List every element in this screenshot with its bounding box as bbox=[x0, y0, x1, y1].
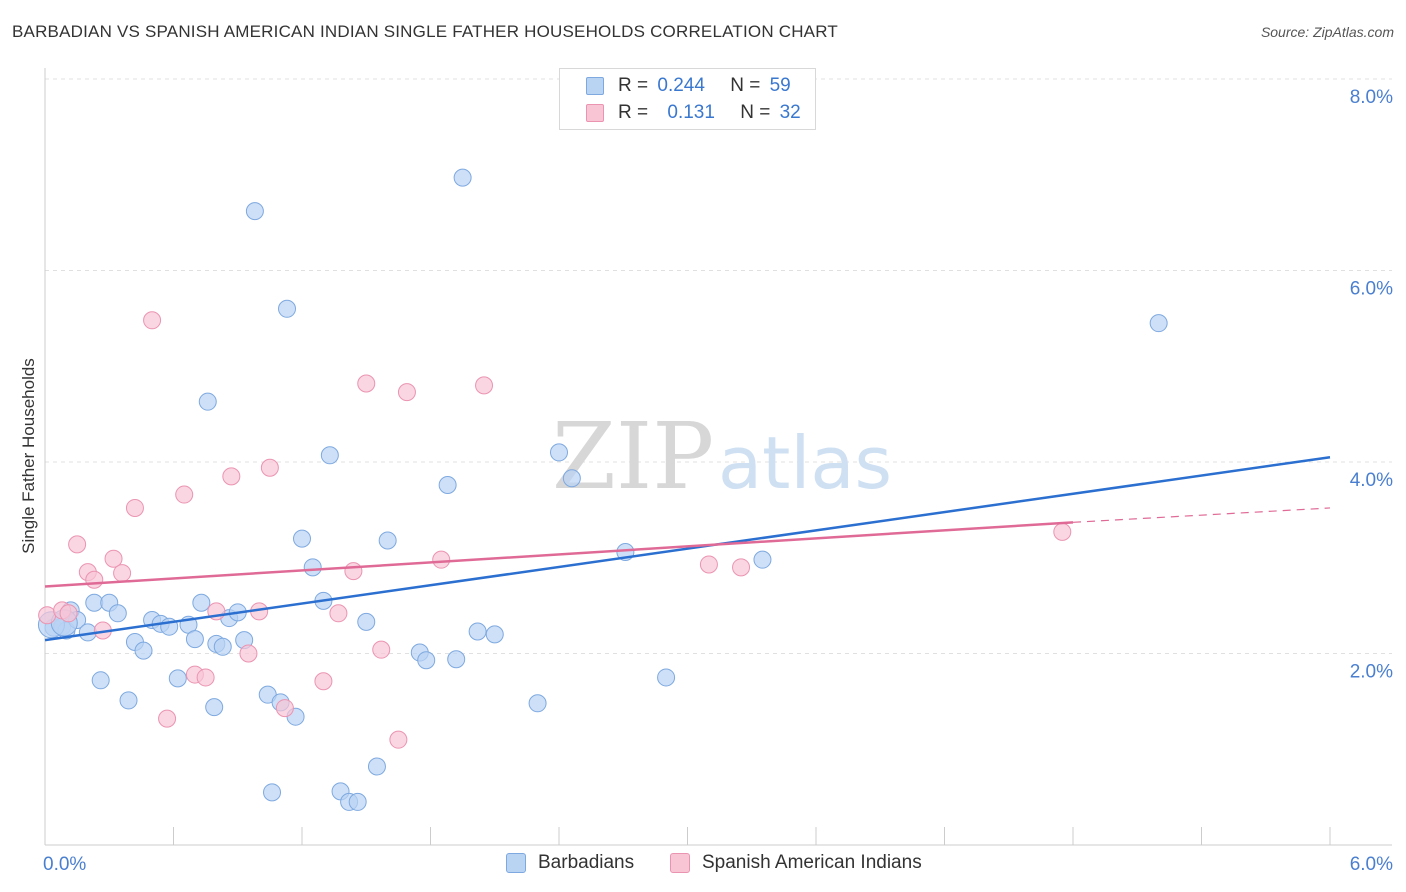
trend-lines bbox=[44, 455, 1331, 642]
data-point-spanish-american-indians bbox=[38, 606, 57, 625]
trendline-spanish-american-indians-extension bbox=[1072, 507, 1331, 523]
legend-swatch-blue bbox=[586, 77, 604, 95]
data-point-spanish-american-indians bbox=[389, 730, 408, 749]
legend-r-value: 0.244 bbox=[657, 75, 705, 96]
data-point-spanish-american-indians bbox=[196, 668, 215, 687]
data-point-spanish-american-indians bbox=[143, 311, 162, 330]
data-point-barbadians bbox=[485, 625, 504, 644]
data-point-spanish-american-indians bbox=[85, 570, 104, 589]
bottom-legend-label: Spanish American Indians bbox=[702, 852, 922, 873]
bottom-legend-swatch-pink bbox=[670, 853, 690, 873]
watermark-atlas: atlas bbox=[718, 421, 892, 505]
data-point-spanish-american-indians bbox=[397, 383, 416, 402]
chart-source: Source: ZipAtlas.com bbox=[1260, 24, 1394, 40]
legend-n-label: N = bbox=[730, 75, 761, 96]
data-point-barbadians bbox=[367, 757, 386, 776]
legend-r-label: R = bbox=[618, 102, 649, 123]
data-point-spanish-american-indians bbox=[275, 699, 294, 718]
data-point-barbadians bbox=[119, 691, 138, 710]
data-point-spanish-american-indians bbox=[372, 640, 391, 659]
data-point-spanish-american-indians bbox=[260, 458, 279, 477]
data-point-spanish-american-indians bbox=[699, 555, 718, 574]
y-tick-label: 8.0% bbox=[1350, 87, 1393, 108]
y-tick-label: 2.0% bbox=[1350, 662, 1393, 683]
data-point-spanish-american-indians bbox=[357, 374, 376, 393]
data-point-spanish-american-indians bbox=[222, 467, 241, 486]
data-point-barbadians bbox=[1149, 314, 1168, 333]
data-point-spanish-american-indians bbox=[68, 535, 87, 554]
data-point-barbadians bbox=[205, 698, 224, 717]
data-point-spanish-american-indians bbox=[175, 485, 194, 504]
data-point-barbadians bbox=[417, 651, 436, 670]
y-tick-label: 4.0% bbox=[1350, 470, 1393, 491]
data-point-barbadians bbox=[453, 168, 472, 187]
data-point-barbadians bbox=[753, 550, 772, 569]
legend-swatch-pink bbox=[586, 104, 604, 122]
data-point-spanish-american-indians bbox=[59, 604, 78, 623]
data-point-barbadians bbox=[447, 650, 466, 669]
data-point-barbadians bbox=[192, 593, 211, 612]
data-point-spanish-american-indians bbox=[1053, 522, 1072, 541]
x-tick-label-max: 6.0% bbox=[1350, 854, 1393, 875]
data-point-spanish-american-indians bbox=[158, 709, 177, 728]
data-point-spanish-american-indians bbox=[104, 549, 123, 568]
data-point-spanish-american-indians bbox=[113, 564, 132, 583]
trendline-spanish-american-indians bbox=[44, 521, 1074, 588]
grid-lines bbox=[45, 78, 1392, 654]
data-point-barbadians bbox=[293, 529, 311, 548]
axes bbox=[44, 68, 1392, 846]
tick-labels: 2.0% 4.0% 6.0% 8.0% 0.0% 6.0% bbox=[43, 87, 1393, 875]
data-point-barbadians bbox=[213, 637, 232, 656]
data-point-spanish-american-indians bbox=[329, 604, 348, 623]
data-point-barbadians bbox=[320, 446, 339, 465]
data-point-barbadians bbox=[263, 783, 282, 802]
data-point-spanish-american-indians bbox=[432, 550, 451, 569]
data-point-barbadians bbox=[303, 558, 322, 577]
data-point-barbadians bbox=[185, 630, 204, 649]
data-point-spanish-american-indians bbox=[239, 644, 258, 663]
y-tick-label: 6.0% bbox=[1350, 279, 1393, 300]
data-point-barbadians bbox=[468, 622, 487, 641]
legend-r-label: R = bbox=[618, 75, 649, 96]
data-point-barbadians bbox=[198, 392, 217, 411]
chart-title: BARBADIAN VS SPANISH AMERICAN INDIAN SIN… bbox=[12, 22, 838, 41]
data-point-barbadians bbox=[91, 671, 110, 690]
data-point-barbadians bbox=[108, 604, 127, 623]
data-point-barbadians bbox=[134, 641, 153, 660]
watermark: ZIP atlas bbox=[552, 403, 892, 510]
data-point-barbadians bbox=[438, 475, 457, 494]
legend-r-value: 0.131 bbox=[667, 102, 715, 123]
correlation-legend: R = 0.244 N = 59 R = 0.131 N = 32 bbox=[559, 68, 816, 130]
data-point-spanish-american-indians bbox=[475, 376, 494, 395]
legend-n-label: N = bbox=[740, 102, 771, 123]
data-point-barbadians bbox=[348, 792, 367, 811]
data-point-barbadians bbox=[528, 694, 547, 713]
data-point-barbadians bbox=[245, 202, 264, 221]
bottom-legend-label: Barbadians bbox=[538, 852, 635, 873]
data-point-barbadians bbox=[562, 469, 581, 488]
x-tick-label-min: 0.0% bbox=[43, 854, 86, 875]
data-point-barbadians bbox=[657, 668, 676, 687]
y-axis-label: Single Father Households bbox=[19, 358, 38, 554]
data-point-spanish-american-indians bbox=[732, 558, 751, 577]
trendline-barbadians bbox=[44, 455, 1331, 642]
data-point-barbadians bbox=[278, 299, 297, 318]
legend-n-value: 32 bbox=[779, 102, 801, 123]
data-point-barbadians bbox=[85, 593, 104, 612]
watermark-zip: ZIP bbox=[552, 403, 714, 510]
data-point-spanish-american-indians bbox=[125, 498, 144, 517]
data-point-spanish-american-indians bbox=[344, 562, 363, 581]
data-point-barbadians bbox=[550, 443, 568, 462]
bottom-legend-swatch-blue bbox=[506, 853, 526, 873]
data-point-barbadians bbox=[378, 531, 397, 550]
data-point-spanish-american-indians bbox=[314, 672, 333, 691]
legend-n-value: 59 bbox=[769, 75, 791, 96]
data-point-barbadians bbox=[168, 669, 187, 688]
data-point-barbadians bbox=[357, 612, 376, 631]
